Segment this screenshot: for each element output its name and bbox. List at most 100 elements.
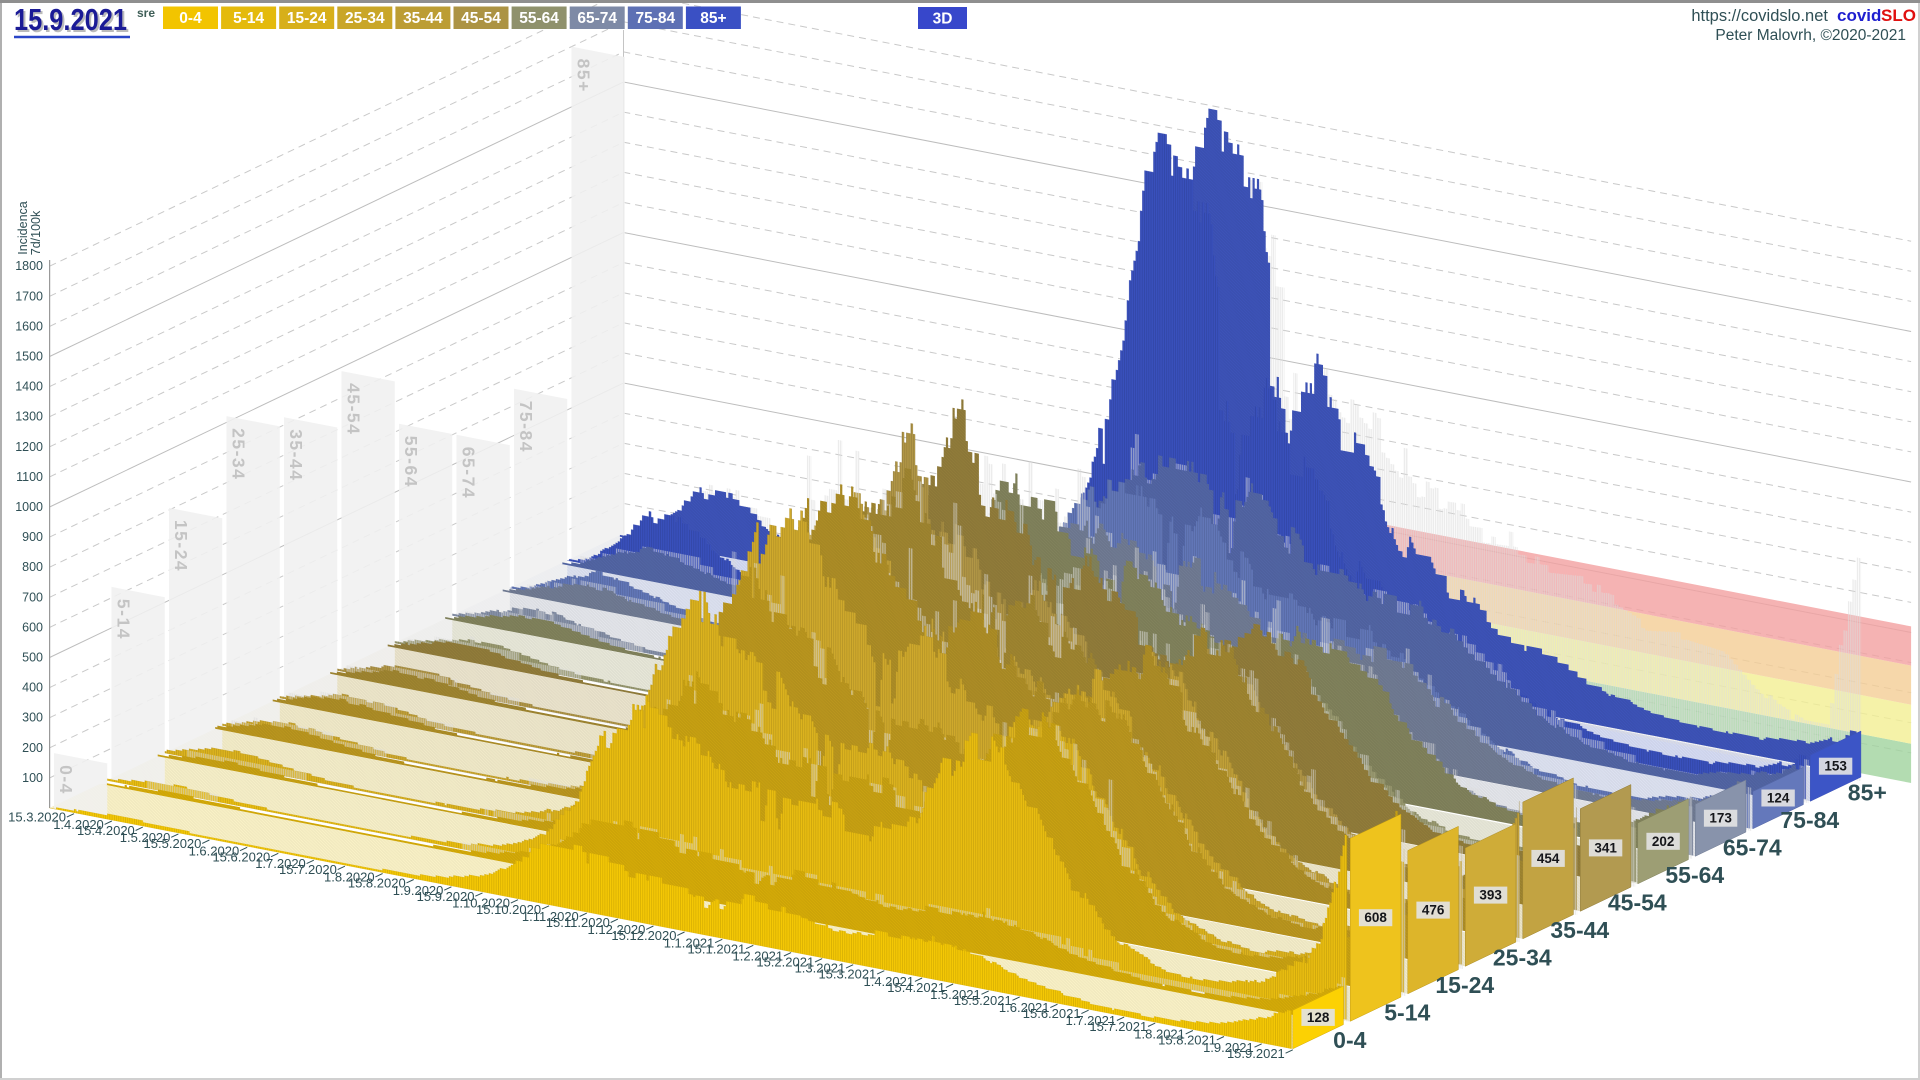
svg-text:700: 700 bbox=[22, 590, 43, 604]
svg-text:128: 128 bbox=[1307, 1010, 1330, 1025]
svg-text:15.4.2020: 15.4.2020 bbox=[77, 823, 135, 838]
svg-text:15.9.2020: 15.9.2020 bbox=[417, 889, 475, 904]
svg-text:SLO: SLO bbox=[1881, 6, 1916, 25]
svg-text:1.11.2020: 1.11.2020 bbox=[522, 909, 579, 924]
svg-text:124: 124 bbox=[1767, 791, 1790, 806]
svg-text:1000: 1000 bbox=[15, 500, 43, 514]
svg-text:1500: 1500 bbox=[15, 350, 43, 364]
svg-text:Incidenca: Incidenca bbox=[16, 201, 30, 255]
svg-text:75-84: 75-84 bbox=[1780, 807, 1839, 833]
svg-text:35-44: 35-44 bbox=[286, 429, 306, 481]
svg-text:7d/100k: 7d/100k bbox=[29, 210, 43, 255]
svg-text:0-4: 0-4 bbox=[1333, 1027, 1366, 1053]
svg-text:341: 341 bbox=[1594, 840, 1617, 855]
svg-text:1.4.2021: 1.4.2021 bbox=[863, 974, 914, 989]
svg-text:55-64: 55-64 bbox=[519, 10, 559, 27]
svg-text:https://covidslo.net: https://covidslo.net bbox=[1691, 7, 1828, 25]
svg-text:1.9.2021: 1.9.2021 bbox=[1203, 1040, 1254, 1055]
svg-text:1300: 1300 bbox=[15, 410, 43, 424]
svg-text:800: 800 bbox=[22, 560, 43, 574]
svg-text:1.7.2021: 1.7.2021 bbox=[1065, 1013, 1116, 1028]
svg-text:1.7.2020: 1.7.2020 bbox=[255, 856, 306, 871]
svg-text:454: 454 bbox=[1537, 851, 1560, 866]
svg-text:15.6.2021: 15.6.2021 bbox=[1023, 1006, 1081, 1021]
svg-text:476: 476 bbox=[1422, 903, 1445, 918]
svg-text:1.1.2021: 1.1.2021 bbox=[664, 935, 715, 950]
svg-text:1700: 1700 bbox=[15, 289, 43, 303]
svg-text:5-14: 5-14 bbox=[233, 10, 264, 27]
svg-text:153: 153 bbox=[1824, 759, 1847, 774]
svg-text:1.3.2021: 1.3.2021 bbox=[795, 961, 846, 976]
svg-text:15.3.2020: 15.3.2020 bbox=[8, 810, 66, 825]
svg-text:15.6.2020: 15.6.2020 bbox=[212, 849, 270, 864]
svg-text:500: 500 bbox=[22, 651, 43, 665]
svg-text:1200: 1200 bbox=[15, 440, 43, 454]
svg-text:15.2.2021: 15.2.2021 bbox=[756, 955, 814, 970]
svg-text:15-24: 15-24 bbox=[171, 520, 191, 572]
svg-text:1.6.2020: 1.6.2020 bbox=[189, 843, 240, 858]
svg-text:173: 173 bbox=[1709, 811, 1732, 826]
svg-text:85+: 85+ bbox=[574, 59, 594, 93]
svg-text:75-84: 75-84 bbox=[516, 401, 536, 453]
svg-text:45-54: 45-54 bbox=[1608, 889, 1667, 915]
svg-text:15.4.2021: 15.4.2021 bbox=[887, 980, 945, 995]
svg-text:15.8.2021: 15.8.2021 bbox=[1158, 1033, 1216, 1048]
svg-text:1.2.2021: 1.2.2021 bbox=[732, 949, 783, 964]
svg-text:1.10.2020: 1.10.2020 bbox=[452, 896, 510, 911]
svg-text:3D: 3D bbox=[933, 11, 953, 28]
svg-text:100: 100 bbox=[22, 771, 43, 785]
svg-text:55-64: 55-64 bbox=[401, 436, 421, 488]
svg-text:85+: 85+ bbox=[1848, 779, 1887, 805]
svg-text:608: 608 bbox=[1364, 910, 1387, 925]
svg-text:5-14: 5-14 bbox=[1384, 999, 1430, 1025]
svg-text:1.4.2020: 1.4.2020 bbox=[53, 817, 104, 832]
svg-text:1.5.2020: 1.5.2020 bbox=[120, 830, 171, 845]
svg-text:Peter Malovrh, ©2020-2021: Peter Malovrh, ©2020-2021 bbox=[1715, 27, 1906, 44]
svg-text:15.9.2021: 15.9.2021 bbox=[14, 2, 127, 37]
svg-text:1100: 1100 bbox=[16, 470, 43, 484]
svg-text:1800: 1800 bbox=[15, 259, 43, 273]
svg-text:15.9.2021: 15.9.2021 bbox=[16, 4, 129, 39]
svg-text:1.5.2021: 1.5.2021 bbox=[930, 987, 981, 1002]
svg-text:15.8.2020: 15.8.2020 bbox=[348, 876, 406, 891]
svg-text:15.12.2020: 15.12.2020 bbox=[611, 928, 676, 943]
svg-text:202: 202 bbox=[1652, 834, 1675, 849]
svg-text:45-54: 45-54 bbox=[344, 383, 364, 435]
svg-text:15-24: 15-24 bbox=[287, 10, 327, 27]
svg-text:15-24: 15-24 bbox=[1435, 972, 1494, 998]
svg-text:15.7.2021: 15.7.2021 bbox=[1089, 1019, 1147, 1034]
svg-text:55-64: 55-64 bbox=[1665, 862, 1724, 888]
svg-text:15.5.2020: 15.5.2020 bbox=[144, 836, 202, 851]
svg-text:25-34: 25-34 bbox=[345, 10, 385, 27]
svg-text:393: 393 bbox=[1479, 888, 1502, 903]
svg-text:65-74: 65-74 bbox=[577, 10, 617, 27]
svg-text:25-34: 25-34 bbox=[1493, 944, 1552, 970]
svg-text:85+: 85+ bbox=[700, 10, 726, 27]
svg-text:15.11.2020: 15.11.2020 bbox=[546, 915, 610, 930]
svg-text:1.12.2020: 1.12.2020 bbox=[588, 922, 646, 937]
svg-text:0-4: 0-4 bbox=[56, 765, 76, 795]
svg-text:15.1.2021: 15.1.2021 bbox=[687, 941, 745, 956]
svg-text:600: 600 bbox=[22, 620, 43, 634]
svg-text:45-54: 45-54 bbox=[461, 10, 501, 27]
svg-text:15.10.2020: 15.10.2020 bbox=[476, 902, 541, 917]
svg-text:1600: 1600 bbox=[15, 319, 43, 333]
svg-text:65-74: 65-74 bbox=[1723, 834, 1782, 860]
svg-text:1.8.2020: 1.8.2020 bbox=[324, 870, 375, 885]
svg-text:300: 300 bbox=[22, 711, 43, 725]
svg-text:5-14: 5-14 bbox=[114, 599, 134, 640]
svg-text:covid: covid bbox=[1837, 6, 1881, 25]
svg-text:1.8.2021: 1.8.2021 bbox=[1134, 1027, 1185, 1042]
svg-text:15.7.2020: 15.7.2020 bbox=[279, 862, 337, 877]
svg-text:35-44: 35-44 bbox=[1550, 917, 1609, 943]
svg-text:1400: 1400 bbox=[15, 380, 43, 394]
svg-text:1.6.2021: 1.6.2021 bbox=[999, 1000, 1050, 1015]
svg-text:15.9.2021: 15.9.2021 bbox=[1227, 1046, 1285, 1061]
svg-text:900: 900 bbox=[22, 530, 43, 544]
svg-text:200: 200 bbox=[22, 741, 43, 755]
svg-text:1.9.2020: 1.9.2020 bbox=[393, 883, 444, 898]
svg-text:sre: sre bbox=[137, 6, 155, 20]
svg-text:0-4: 0-4 bbox=[179, 10, 202, 27]
svg-text:35-44: 35-44 bbox=[403, 10, 443, 27]
svg-text:15.3.2021: 15.3.2021 bbox=[818, 967, 876, 982]
